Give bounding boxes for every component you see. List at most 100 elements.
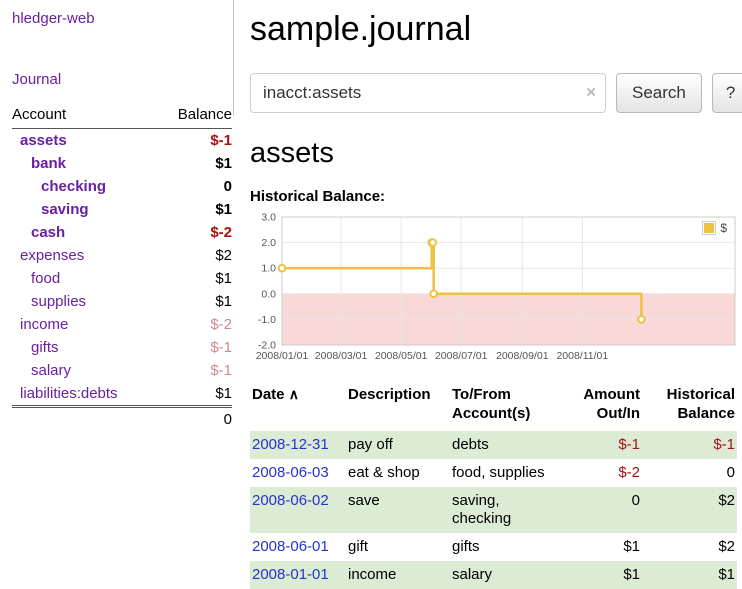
register-header-amount: Amount Out/In (583, 386, 640, 422)
account-link[interactable]: income (20, 316, 69, 333)
account-link[interactable]: bank (31, 155, 67, 172)
chart-legend-label: $ (720, 221, 727, 235)
register-header-description: Description (348, 386, 431, 403)
accounts-header-balance: Balance (157, 104, 232, 129)
sidebar-divider (233, 0, 234, 116)
svg-text:2008/03/01: 2008/03/01 (315, 350, 368, 362)
register-amount: $-2 (618, 464, 640, 481)
register-accounts: food, supplies (452, 464, 545, 481)
account-link[interactable]: gifts (31, 339, 59, 356)
register-header-account: To/From Account(s) (452, 386, 531, 422)
app-title-link[interactable]: hledger-web (12, 10, 95, 27)
account-balance: $1 (215, 201, 232, 218)
register-date-link[interactable]: 2008-06-02 (252, 492, 329, 509)
register-balance: $1 (718, 566, 735, 583)
account-link[interactable]: liabilities:debts (20, 385, 118, 402)
register-description: save (348, 492, 380, 509)
account-row: assets $-1 (12, 129, 232, 153)
balance-chart: 3.0 2.0 1.0 0.0 -1.0 -2.0 2008/01/01 2008/03/01… (250, 211, 737, 367)
svg-text:2008/07/01: 2008/07/01 (435, 350, 488, 362)
register-description: income (348, 566, 397, 583)
account-balance: $-1 (210, 362, 232, 379)
account-link[interactable]: saving (41, 201, 89, 218)
svg-text:2.0: 2.0 (261, 237, 276, 249)
account-heading: assets (250, 137, 334, 169)
register-date-link[interactable]: 2008-06-03 (252, 464, 329, 481)
account-balance: $-1 (210, 132, 232, 149)
chart-title: Historical Balance: (250, 188, 386, 205)
chart-legend: $ (700, 220, 729, 236)
svg-text:3.0: 3.0 (261, 212, 276, 224)
register-row[interactable]: 2008-12-31 pay off debts $-1 $-1 (250, 431, 737, 459)
account-row: salary $-1 (12, 359, 232, 382)
account-balance: $-2 (210, 316, 232, 333)
register-amount: 0 (631, 492, 640, 509)
register-description: gift (348, 538, 369, 555)
register-row[interactable]: 2008-01-01 income salary $1 $1 (250, 561, 737, 589)
accounts-table: Account Balance assets $-1 bank $1 check… (12, 104, 232, 431)
register-date-link[interactable]: 2008-12-31 (252, 436, 329, 453)
register-description: pay off (348, 436, 393, 453)
register-balance: 0 (726, 464, 735, 481)
account-balance: $1 (215, 270, 232, 287)
register-row[interactable]: 2008-06-02 save saving, checking 0 $2 (250, 487, 737, 533)
journal-link[interactable]: Journal (12, 71, 62, 88)
svg-text:2008/05/01: 2008/05/01 (375, 350, 428, 362)
page-title: sample.journal (250, 10, 472, 48)
register-balance: $2 (718, 538, 735, 555)
account-balance: $1 (215, 155, 232, 172)
clear-search-icon[interactable]: × (586, 82, 596, 102)
register-accounts: gifts (452, 538, 480, 555)
svg-text:1.0: 1.0 (261, 263, 276, 275)
svg-text:0.0: 0.0 (261, 288, 276, 300)
svg-text:-2.0: -2.0 (258, 340, 276, 352)
register-date-link[interactable]: 2008-06-01 (252, 538, 329, 555)
account-balance: $-1 (210, 339, 232, 356)
account-row: expenses $2 (12, 244, 232, 267)
register-table: Date ∧ Description To/From Account(s) Am… (250, 381, 737, 589)
account-row: cash $-2 (12, 221, 232, 244)
svg-text:2008/11/01: 2008/11/01 (556, 350, 608, 362)
register-accounts: saving, checking (452, 492, 512, 527)
account-row: supplies $1 (12, 290, 232, 313)
help-button[interactable]: ? (711, 73, 742, 113)
register-description: eat & shop (348, 464, 420, 481)
search-input[interactable] (250, 73, 606, 113)
account-row: liabilities:debts $1 (12, 382, 232, 407)
register-header-date[interactable]: Date ∧ (250, 381, 346, 431)
account-link[interactable]: expenses (20, 247, 85, 264)
account-balance: $1 (215, 293, 232, 310)
account-link[interactable]: food (31, 270, 61, 287)
account-balance: 0 (223, 178, 232, 195)
register-amount: $1 (623, 538, 640, 555)
register-header-date-label: Date (252, 386, 285, 403)
account-link[interactable]: supplies (31, 293, 87, 310)
account-link[interactable]: salary (31, 362, 72, 379)
register-row[interactable]: 2008-06-01 gift gifts $1 $2 (250, 533, 737, 561)
accounts-header-account: Account (12, 104, 158, 129)
search-button[interactable]: Search (616, 73, 702, 113)
account-link[interactable]: checking (41, 178, 107, 195)
account-row: bank $1 (12, 152, 232, 175)
register-row[interactable]: 2008-06-03 eat & shop food, supplies $-2… (250, 459, 737, 487)
account-link[interactable]: assets (20, 132, 67, 149)
account-row: gifts $-1 (12, 336, 232, 359)
accounts-total: 0 (157, 405, 232, 431)
register-date-link[interactable]: 2008-01-01 (252, 566, 329, 583)
register-balance: $2 (718, 492, 735, 509)
search-form: × Search ? (250, 73, 742, 113)
register-amount: $1 (623, 566, 640, 583)
account-link[interactable]: cash (31, 224, 66, 241)
main-content: sample.journal × Search ? assets Histori… (238, 0, 742, 589)
register-balance: $-1 (713, 436, 735, 453)
register-header-balance: Historical Balance (666, 386, 735, 422)
account-balance: $1 (215, 385, 232, 402)
account-balance: $2 (215, 247, 232, 264)
svg-text:2008/01/01: 2008/01/01 (256, 350, 309, 362)
svg-text:2008/09/01: 2008/09/01 (496, 350, 549, 362)
account-row: saving $1 (12, 198, 232, 221)
account-row: food $1 (12, 267, 232, 290)
search-box: × (250, 73, 606, 113)
register-accounts: debts (452, 436, 489, 453)
